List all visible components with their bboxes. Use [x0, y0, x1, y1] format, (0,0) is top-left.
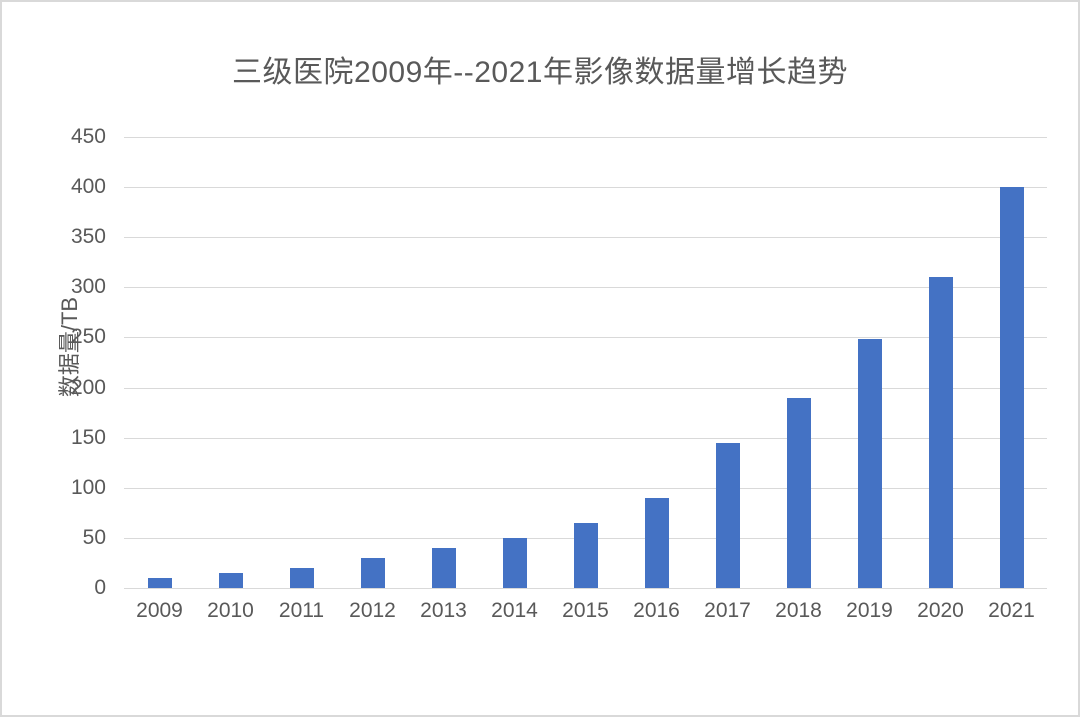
gridline: [124, 187, 1047, 189]
bar-2012: [361, 558, 385, 588]
y-tick-label: 300: [70, 275, 106, 299]
x-tick-label: 2016: [633, 599, 680, 622]
bar-2015: [574, 523, 598, 588]
bar-2010: [219, 573, 243, 588]
bar-2009: [148, 578, 172, 588]
y-tick-label: 50: [82, 525, 106, 549]
gridline: [124, 487, 1047, 489]
y-tick-label: 400: [70, 175, 106, 199]
bar-2018: [787, 398, 811, 588]
gridline: [124, 137, 1047, 138]
plot-area: [124, 137, 1047, 589]
y-tick-label: 0: [94, 576, 106, 599]
bar-2011: [290, 568, 314, 588]
x-tick-label: 2019: [846, 599, 893, 622]
x-tick-label: 2014: [491, 599, 538, 622]
chart-title: 三级医院2009年--2021年影像数据量增长趋势: [232, 56, 848, 89]
gridline: [124, 237, 1047, 239]
bar-2014: [503, 538, 527, 588]
bar-2016: [645, 498, 669, 588]
gridline: [124, 387, 1047, 389]
y-tick-label: 200: [70, 375, 106, 399]
gridline: [124, 287, 1047, 289]
y-tick-label: 100: [70, 475, 106, 499]
bar-2020: [929, 277, 953, 588]
x-tick-label: 2013: [420, 599, 467, 622]
bar-2017: [716, 443, 740, 588]
gridline: [124, 437, 1047, 439]
x-tick-label: 2010: [207, 599, 254, 622]
gridline: [124, 588, 1047, 589]
bar-2021: [1000, 187, 1024, 588]
x-tick-label: 2020: [917, 599, 964, 622]
x-tick-label: 2017: [704, 599, 751, 622]
gridline: [124, 337, 1047, 339]
bar-2013: [432, 548, 456, 588]
y-tick-label: 450: [70, 125, 106, 148]
x-tick-label: 2012: [349, 599, 396, 622]
x-tick-label: 2021: [988, 599, 1035, 622]
x-tick-label: 2015: [562, 599, 609, 622]
y-tick-label: 150: [70, 425, 106, 449]
x-tick-label: 2011: [278, 599, 325, 622]
x-tick-label: 2018: [775, 599, 822, 622]
y-tick-label: 250: [70, 325, 106, 349]
x-tick-label: 2009: [136, 599, 183, 622]
bar-2019: [858, 339, 882, 588]
y-tick-label: 350: [70, 225, 106, 249]
